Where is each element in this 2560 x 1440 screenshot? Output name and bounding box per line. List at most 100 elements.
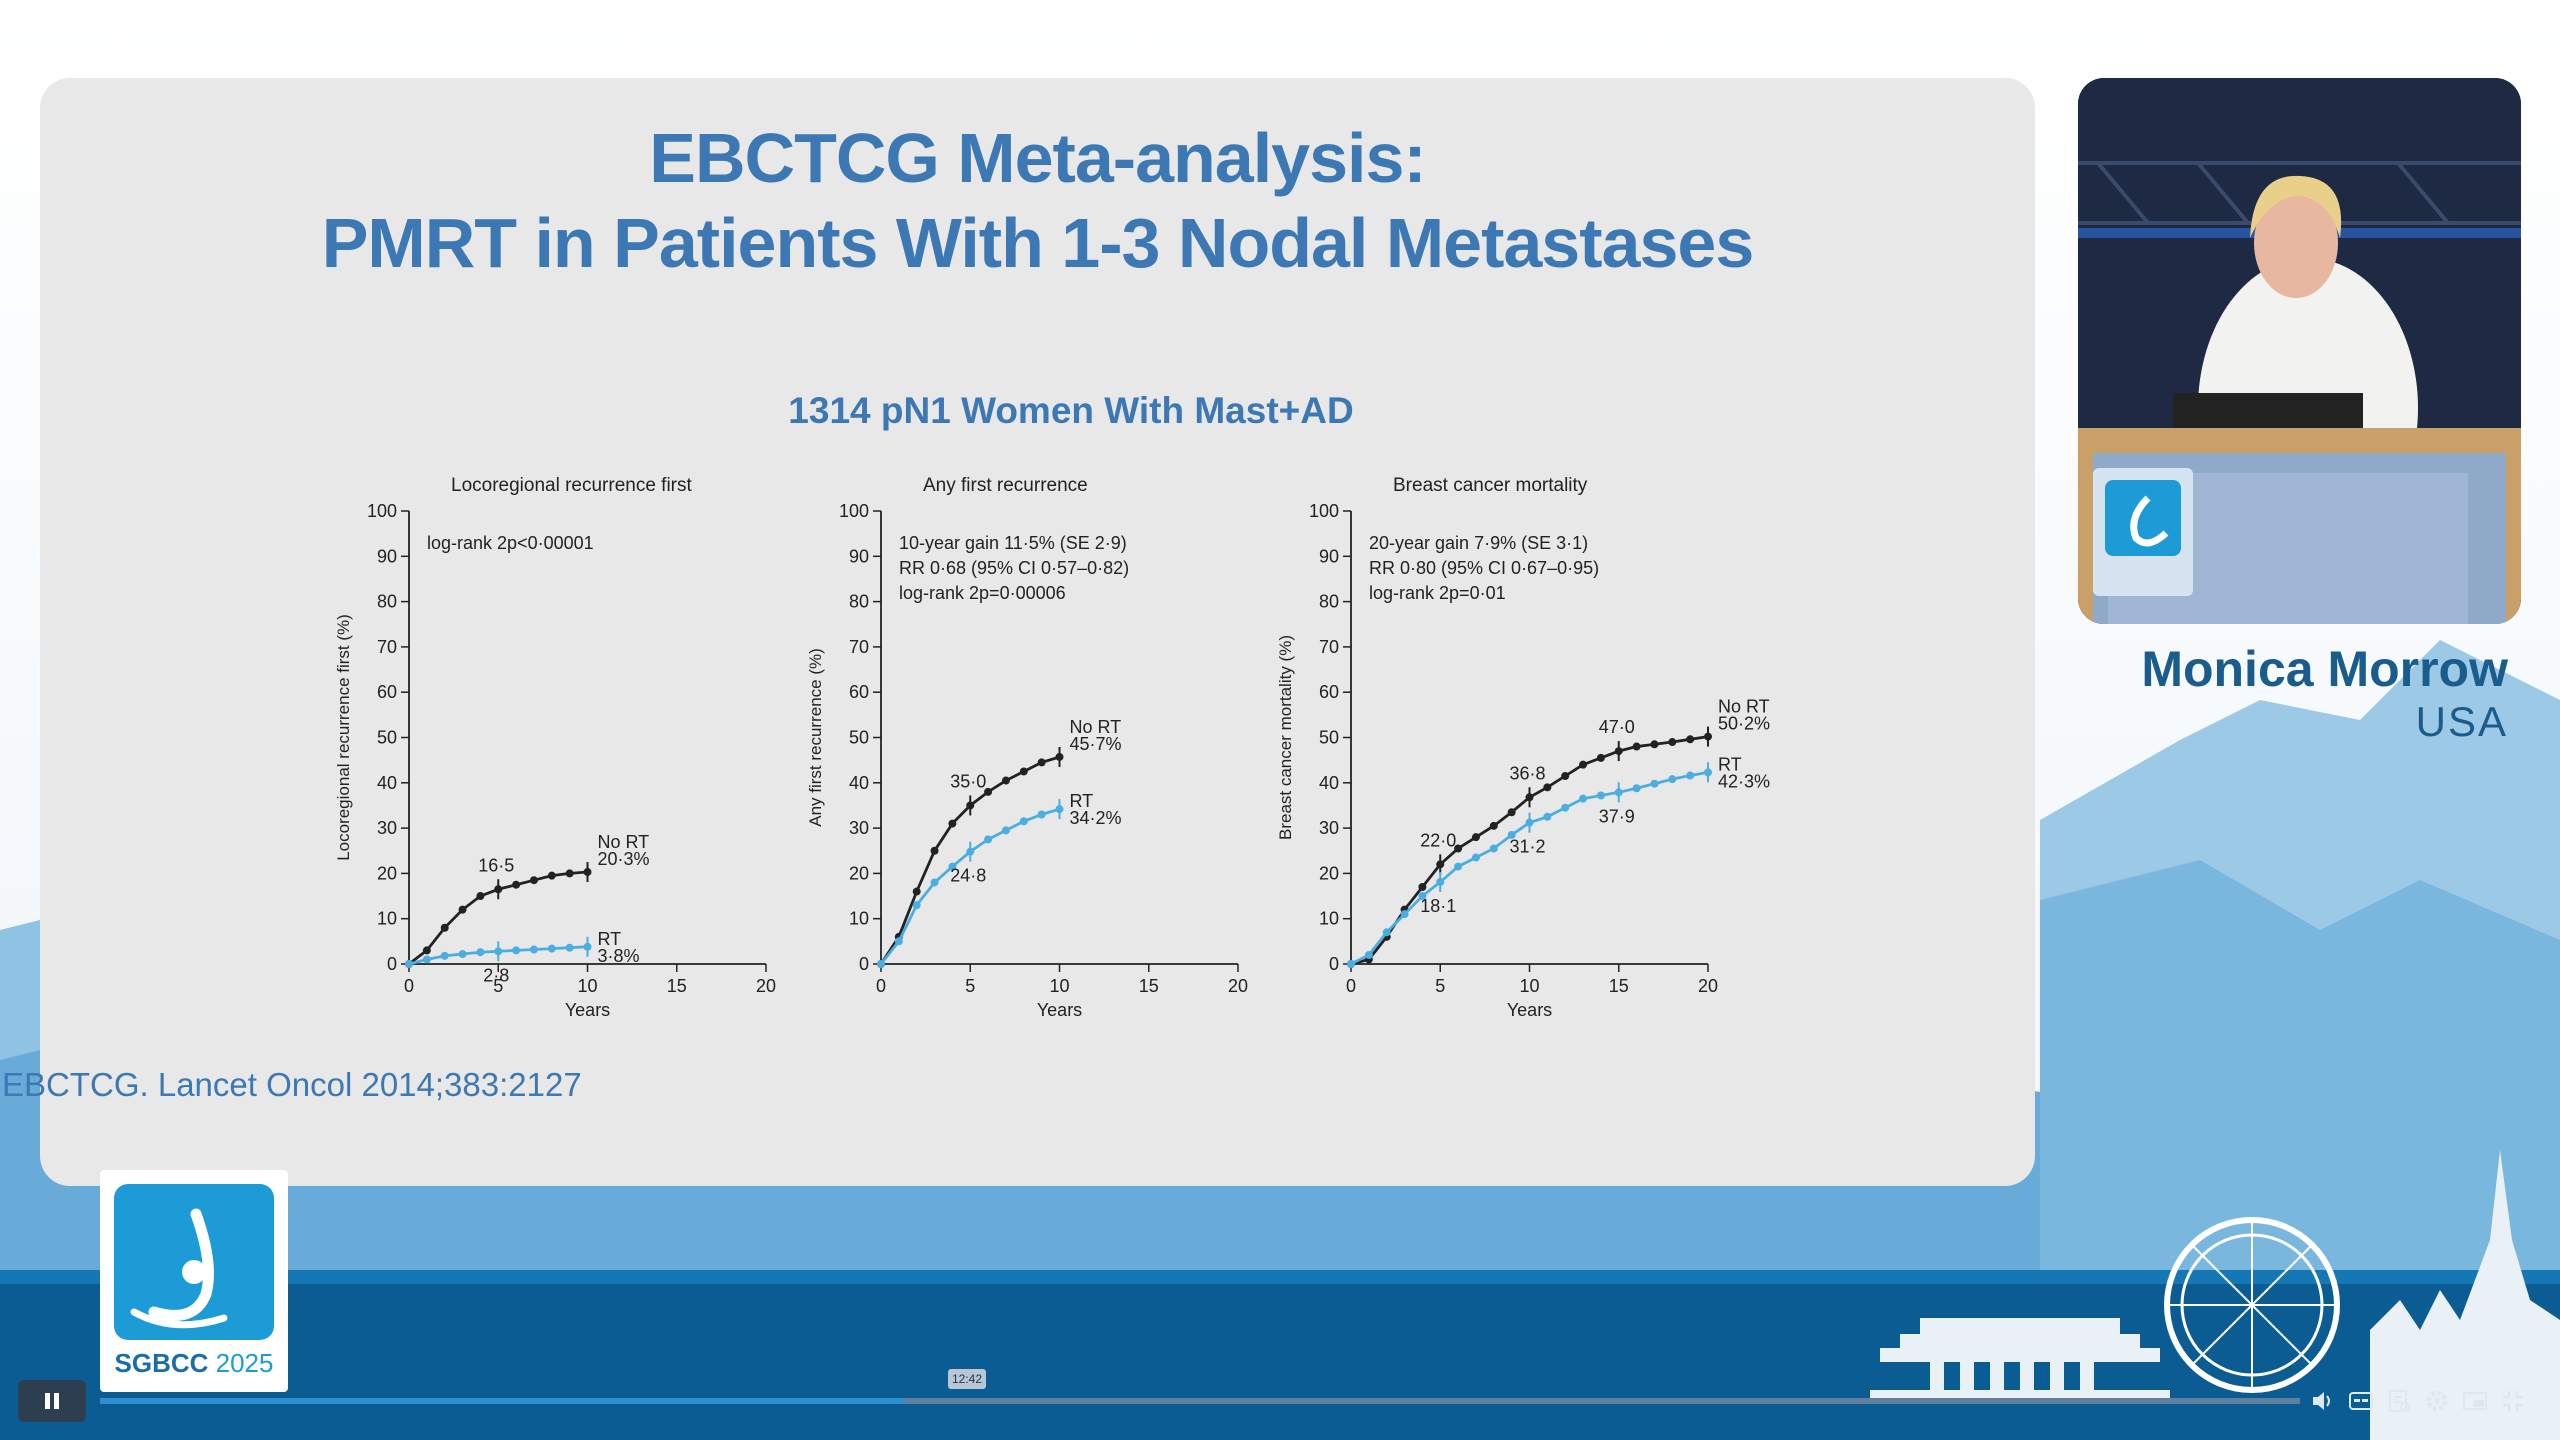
captions-icon[interactable]	[2348, 1388, 2374, 1414]
chart2-no-rt-point	[984, 787, 993, 796]
chart1-y-tick-label: 0	[387, 954, 397, 974]
chart3-no-rt-point	[1650, 740, 1659, 749]
chart3-point-label: 31·2	[1509, 837, 1545, 857]
chart3-rt-end-label: 42·3%	[1718, 771, 1770, 791]
chart2-rt-point	[877, 960, 885, 968]
chart2-rt-point	[1019, 817, 1028, 826]
chart3-rt-point	[1561, 803, 1570, 812]
chart3-rt-point	[1454, 862, 1463, 871]
chart3-rt-point	[1650, 779, 1659, 788]
chart3-rt-point	[1400, 910, 1409, 919]
chart3-rt-point	[1507, 830, 1516, 839]
chart3-x-tick-label: 0	[1346, 976, 1356, 996]
chart2-y-tick-label: 40	[849, 773, 869, 793]
chart1-y-tick-label: 100	[367, 501, 397, 521]
chart2-no-rt-end-label: 45·7%	[1070, 734, 1122, 754]
chart3-point-label: 36·8	[1509, 763, 1545, 783]
chart3-rt-point	[1382, 928, 1391, 937]
chart1-no-rt-end-label: 20·3%	[598, 849, 650, 869]
chart2-annotation-line: log-rank 2p=0·00006	[899, 583, 1066, 603]
chart3-x-tick-label: 10	[1519, 976, 1539, 996]
chart3-point-label: 37·9	[1599, 806, 1635, 826]
chart3-no-rt-end-label: 50·2%	[1718, 714, 1770, 734]
chart2-y-tick-label: 30	[849, 818, 869, 838]
chart2-y-tick-label: 20	[849, 863, 869, 883]
chart2-rt-point	[1001, 826, 1010, 835]
chart1-y-tick-label: 60	[377, 682, 397, 702]
chart1-y-tick-label: 70	[377, 637, 397, 657]
chart2-no-rt-name-label: No RT	[1070, 717, 1122, 737]
speaker-video	[2078, 78, 2521, 624]
chart3-no-rt-point	[1418, 882, 1427, 891]
chart3-no-rt-point	[1632, 742, 1641, 751]
chart3-no-rt-point	[1561, 772, 1570, 781]
speaker-scene	[2078, 78, 2521, 624]
chart2-y-tick-label: 10	[849, 909, 869, 929]
pip-icon[interactable]	[2462, 1388, 2488, 1414]
chart3-annotation-line: log-rank 2p=0·01	[1369, 583, 1506, 603]
chart2-y-tick-label: 80	[849, 592, 869, 612]
chart3-point-label: 18·1	[1420, 896, 1456, 916]
chart1-annotation-line: log-rank 2p<0·00001	[427, 533, 594, 553]
chart1-rt-point	[565, 943, 574, 952]
chart3-y-tick-label: 20	[1319, 863, 1339, 883]
chart1-no-rt-name-label: No RT	[598, 832, 650, 852]
chart1-no-rt-point	[512, 880, 521, 889]
settings-icon[interactable]	[2424, 1388, 2450, 1414]
blue-band	[0, 1270, 2560, 1440]
chart2-annotation-line: RR 0·68 (95% CI 0·57–0·82)	[899, 558, 1129, 578]
chart3-no-rt-point	[1489, 821, 1498, 830]
skyline-church	[2370, 1150, 2560, 1440]
chart2-point-label: 35·0	[950, 771, 986, 791]
logo-text: SGBCC 2025	[100, 1348, 288, 1379]
chart3-y-axis-label: Breast cancer mortality (%)	[1276, 635, 1295, 840]
chart1-point-label: 16·5	[478, 855, 514, 875]
chart3-rt-point	[1364, 950, 1373, 959]
chart1-rt-point	[458, 950, 467, 959]
volume-icon[interactable]	[2310, 1388, 2336, 1414]
chart3-y-tick-label: 40	[1319, 773, 1339, 793]
chart1-y-tick-label: 90	[377, 546, 397, 566]
chart2-y-tick-label: 70	[849, 637, 869, 657]
chart3-no-rt-name-label: No RT	[1718, 697, 1770, 717]
chart2-point-label: 24·8	[950, 866, 986, 886]
chart3-x-tick-label: 5	[1435, 976, 1445, 996]
time-tooltip: 12:42	[948, 1369, 986, 1389]
mountain-near	[2040, 860, 2560, 1290]
chart2-no-rt-point	[1019, 767, 1028, 776]
chart1-rt-point	[529, 945, 538, 954]
conference-logo: SGBCC 2025	[100, 1170, 288, 1392]
chart1-x-tick-label: 5	[493, 976, 503, 996]
chart3-y-tick-label: 80	[1319, 592, 1339, 612]
chart2-rt-point	[930, 878, 939, 887]
chart2-x-axis-label: Years	[1037, 1000, 1082, 1020]
chart3-no-rt-point	[1686, 735, 1695, 744]
chart3-no-rt-point	[1507, 808, 1516, 817]
chart1-y-axis-label: Locoregional recurrence first (%)	[334, 614, 353, 861]
chart3-rt-point	[1579, 794, 1588, 803]
chart2-rt-name-label: RT	[1070, 791, 1094, 811]
chart2-y-tick-label: 60	[849, 682, 869, 702]
chart2-no-rt-point	[912, 887, 921, 896]
chart2-no-rt-point	[1037, 758, 1046, 767]
speaker-country: USA	[2415, 698, 2508, 745]
pause-button[interactable]	[18, 1380, 86, 1422]
exit-fullscreen-icon[interactable]	[2500, 1388, 2526, 1414]
chart1-rt-point	[405, 960, 413, 968]
chart3-y-tick-label: 70	[1319, 637, 1339, 657]
chart1-x-axis-label: Years	[565, 1000, 610, 1020]
chart1-no-rt-point	[440, 923, 449, 932]
chart2-y-tick-label: 50	[849, 728, 869, 748]
progress-bar[interactable]	[100, 1398, 2300, 1404]
chart3-no-rt-point	[1543, 783, 1552, 792]
presentation-slide: EBCTCG Meta-analysis: PMRT in Patients W…	[40, 78, 2035, 1186]
slide-subtitle: 1314 pN1 Women With Mast+AD	[788, 390, 1354, 431]
transcript-icon[interactable]	[2386, 1388, 2412, 1414]
chart1-rt-point	[422, 955, 431, 964]
chart3-y-tick-label: 50	[1319, 728, 1339, 748]
chart3-y-tick-label: 30	[1319, 818, 1339, 838]
chart3-y-tick-label: 100	[1309, 501, 1339, 521]
chart3-rt-point	[1471, 853, 1480, 862]
chart3-no-rt-point	[1596, 753, 1605, 762]
chart3-annotation-line: 20-year gain 7·9% (SE 3·1)	[1369, 533, 1588, 553]
